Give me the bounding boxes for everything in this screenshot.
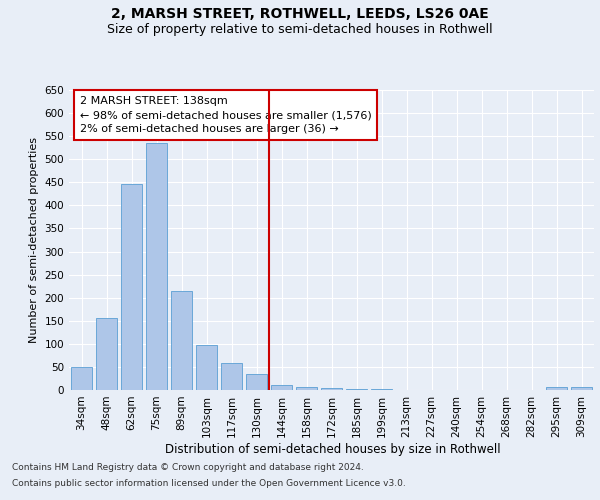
Bar bbox=[571, 387, 592, 390]
Bar bbox=[346, 388, 367, 390]
Text: 2, MARSH STREET, ROTHWELL, LEEDS, LS26 0AE: 2, MARSH STREET, ROTHWELL, LEEDS, LS26 0… bbox=[111, 8, 489, 22]
Text: Size of property relative to semi-detached houses in Rothwell: Size of property relative to semi-detach… bbox=[107, 22, 493, 36]
Y-axis label: Number of semi-detached properties: Number of semi-detached properties bbox=[29, 137, 39, 343]
Bar bbox=[246, 374, 267, 390]
Text: Contains public sector information licensed under the Open Government Licence v3: Contains public sector information licen… bbox=[12, 478, 406, 488]
Bar bbox=[296, 387, 317, 390]
Bar bbox=[146, 143, 167, 390]
Bar bbox=[71, 367, 92, 390]
Text: Contains HM Land Registry data © Crown copyright and database right 2024.: Contains HM Land Registry data © Crown c… bbox=[12, 464, 364, 472]
Bar bbox=[371, 389, 392, 390]
Text: Distribution of semi-detached houses by size in Rothwell: Distribution of semi-detached houses by … bbox=[165, 442, 501, 456]
Bar bbox=[271, 386, 292, 390]
Bar bbox=[546, 387, 567, 390]
Bar bbox=[196, 345, 217, 390]
Bar bbox=[96, 318, 117, 390]
Bar bbox=[221, 363, 242, 390]
Bar bbox=[171, 291, 192, 390]
Text: 2 MARSH STREET: 138sqm
← 98% of semi-detached houses are smaller (1,576)
2% of s: 2 MARSH STREET: 138sqm ← 98% of semi-det… bbox=[79, 96, 371, 134]
Bar bbox=[121, 184, 142, 390]
Bar bbox=[321, 388, 342, 390]
